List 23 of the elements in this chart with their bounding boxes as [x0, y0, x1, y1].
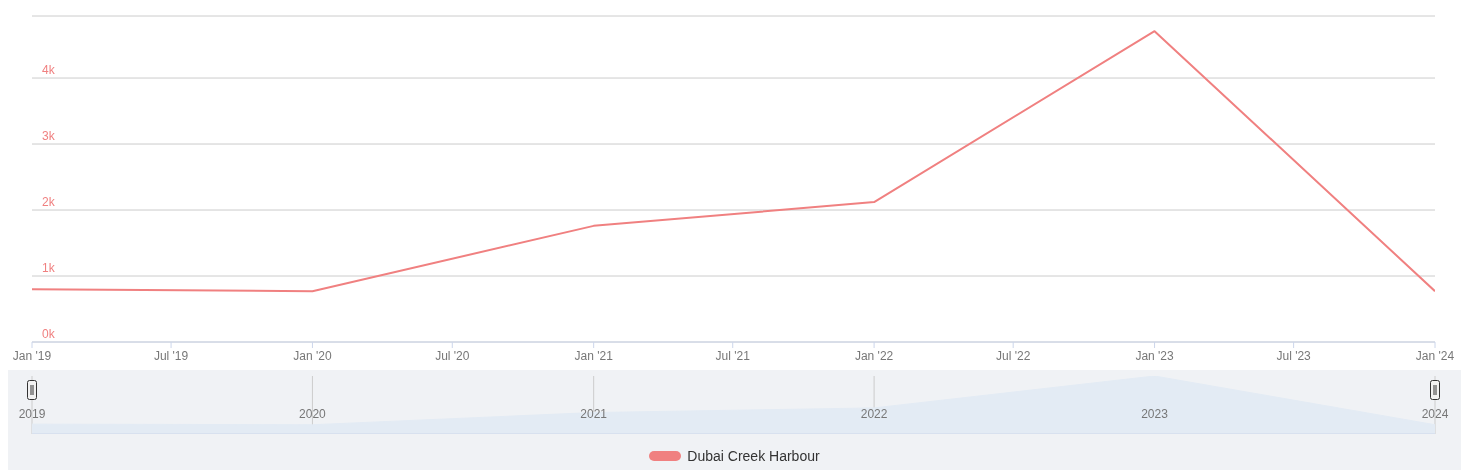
x-tick-label: Jan '20: [293, 349, 332, 363]
x-tick-label: Jan '22: [854, 349, 894, 363]
x-tick-label: Jan '23: [1135, 349, 1175, 363]
x-tick-label: 2022: [860, 407, 888, 421]
x-tick-label: Jan '19: [12, 349, 52, 363]
x-tick-label: 2023: [1141, 407, 1169, 421]
x-tick-label: 2019: [18, 407, 46, 421]
legend-label: Dubai Creek Harbour: [687, 448, 820, 464]
y-tick-label: 2k: [42, 195, 56, 210]
x-tick-label: Jul '23: [1276, 349, 1312, 363]
x-tick-label: 2021: [580, 407, 608, 421]
y-tick-label: 4k: [42, 63, 56, 78]
x-tick-label: Jul '22: [996, 349, 1031, 363]
x-tick-label: Jan '21: [574, 349, 614, 363]
x-tick-label: 2020: [299, 407, 327, 421]
x-tick-label: 2024: [1421, 407, 1449, 421]
y-tick-label: 3k: [42, 129, 56, 144]
x-tick-label: Jul '21: [715, 349, 751, 363]
x-tick-label: Jul '20: [435, 349, 470, 363]
y-tick-label: 1k: [42, 261, 56, 276]
x-tick-label: Jan '24: [1415, 349, 1455, 363]
x-tick-label: Jul '19: [153, 349, 189, 363]
y-tick-label: 0k: [42, 327, 56, 341]
